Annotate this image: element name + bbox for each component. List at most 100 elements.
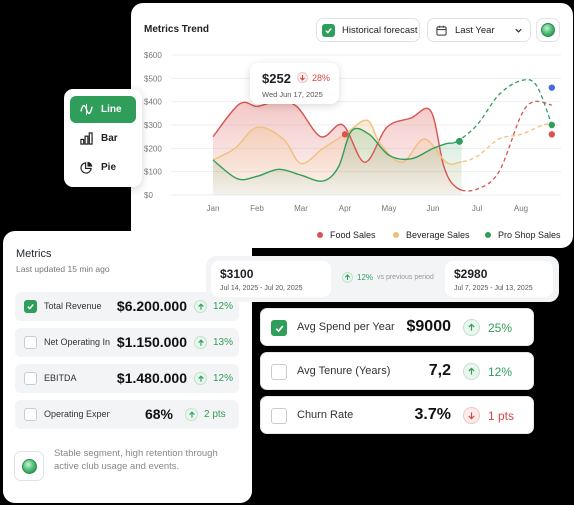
chart-type-line[interactable]: Line (70, 96, 136, 123)
kpi-label: Avg Tenure (Years) (297, 365, 391, 377)
orb-icon (541, 23, 555, 37)
metric-row-net-operating-income[interactable]: Net Operating Income $1.150.000 13% (15, 328, 239, 357)
metric-value: $1.150.000 (116, 334, 187, 350)
y-tick-label: $400 (144, 98, 162, 107)
kpi-change-value: 12% (488, 364, 513, 379)
insight-note: Stable segment, high retention through a… (54, 448, 218, 472)
period-change-value: 12% (357, 273, 374, 282)
historical-forecast-toggle[interactable]: Historical forecast (316, 18, 420, 42)
x-tick-label: Mar (294, 204, 308, 213)
metric-row-operating-expense-ratio[interactable]: Operating Expense Ratio 68% 2 pts (15, 400, 239, 429)
chart-title: Metrics Trend (144, 24, 210, 35)
y-tick-label: $300 (144, 121, 162, 130)
kpi-label: Avg Spend per Year (297, 321, 395, 333)
kpi-label: Churn Rate (297, 409, 354, 421)
arrow-down-icon (463, 407, 480, 424)
y-tick-label: $500 (144, 74, 162, 83)
legend-label: Food Sales (330, 230, 376, 240)
kpi-change-value: 1 pts (488, 408, 515, 423)
arrow-up-icon (194, 300, 207, 313)
period-change: 12% vs previous period (342, 272, 434, 283)
chevron-down-icon (515, 28, 522, 33)
series-area (213, 128, 462, 195)
kpi-change: 12% (463, 363, 512, 380)
metrics-title: Metrics (16, 248, 52, 260)
forecast-end-marker (548, 84, 555, 91)
period-select-value: Last Year (455, 24, 495, 36)
metric-label: Total Revenue (44, 301, 102, 311)
arrow-up-icon (194, 336, 207, 349)
current-period-dates: Jul 14, 2025 - Jul 20, 2025 (220, 285, 303, 292)
legend-label: Beverage Sales (406, 230, 470, 240)
period-change-label: vs previous period (377, 274, 434, 281)
checkbox[interactable] (24, 336, 37, 349)
tooltip-value: $252 (262, 71, 291, 86)
x-tick-label: Jan (207, 204, 220, 213)
y-tick-label: $100 (144, 168, 162, 177)
metric-change-value: 12% (213, 373, 234, 384)
kpi-change: 1 pts (463, 407, 514, 424)
metric-change: 12% (194, 300, 233, 313)
x-tick-label: Feb (250, 204, 264, 213)
period-select[interactable]: Last Year (427, 18, 531, 42)
legend-dot (317, 232, 323, 238)
y-tick-label: $0 (144, 191, 153, 200)
kpi-value: 7,2 (428, 362, 451, 379)
metric-row-total-revenue[interactable]: Total Revenue $6.200.000 12% (15, 292, 239, 321)
series-forecast-line (461, 78, 553, 140)
kpi-value: $9000 (406, 318, 452, 335)
metric-label: Net Operating Income (44, 337, 110, 347)
checkbox-checked-icon (322, 23, 335, 37)
data-point-marker (341, 131, 349, 138)
metric-change: 12% (194, 372, 233, 385)
kpi-row-churn-rate[interactable]: Churn Rate 3.7% 1 pts (260, 396, 534, 434)
metric-row-ebitda[interactable]: EBITDA $1.480.000 12% (15, 364, 239, 393)
arrow-up-icon (463, 319, 480, 336)
metric-value: $6.200.000 (116, 298, 187, 314)
checkbox[interactable] (24, 372, 37, 385)
tooltip-change-value: 28% (312, 72, 331, 83)
checkbox[interactable] (271, 364, 287, 380)
historical-forecast-label: Historical forecast (342, 24, 418, 36)
chart-type-pie[interactable]: Pie (70, 154, 136, 181)
legend-food-sales: Food Sales (317, 230, 376, 240)
checkbox[interactable] (24, 408, 37, 421)
checkbox[interactable] (271, 408, 287, 424)
x-tick-label: Jun (427, 204, 440, 213)
metric-value: 68% (144, 406, 173, 422)
orb-icon (21, 458, 37, 474)
kpi-row-avg-tenure[interactable]: Avg Tenure (Years) 7,2 12% (260, 352, 534, 390)
metric-value: $1.480.000 (116, 370, 187, 386)
legend-pro-shop-sales: Pro Shop Sales (485, 230, 561, 240)
current-period-value: $3100 (220, 267, 254, 281)
metric-change: 2 pts (185, 408, 226, 421)
previous-period-card[interactable]: $2980 Jul 7, 2025 - Jul 13, 2025 (445, 261, 553, 297)
chart-type-bar[interactable]: Bar (70, 125, 136, 152)
legend-beverage-sales: Beverage Sales (393, 230, 470, 240)
series-forecast-line (461, 123, 552, 163)
legend-dot (393, 232, 399, 238)
kpi-row-avg-spend[interactable]: Avg Spend per Year $9000 25% (260, 308, 534, 346)
period-comparison: $3100 Jul 14, 2025 - Jul 20, 2025 12% vs… (206, 256, 559, 302)
chart-settings-button[interactable] (536, 18, 560, 42)
checkbox-checked-icon[interactable] (271, 320, 287, 336)
current-period-card[interactable]: $3100 Jul 14, 2025 - Jul 20, 2025 (211, 261, 331, 297)
metric-label: EBITDA (44, 373, 77, 383)
calendar-icon (436, 25, 447, 36)
checkbox-checked-icon[interactable] (24, 300, 37, 313)
chart-type-menu: Line Bar Pie (64, 89, 142, 187)
tooltip-change: 28% (297, 72, 330, 83)
metrics-trend-card: $600 $500 $400 $300 $200 $100 $0 Jan Feb Mar Apr Ma… (131, 3, 573, 248)
pie-chart-icon (80, 161, 93, 174)
x-tick-label: Jul (472, 204, 482, 213)
chart-tooltip: $252 28% Wed Jun 17, 2025 (250, 63, 339, 104)
tooltip-date: Wed Jun 17, 2025 (262, 90, 323, 99)
legend-dot (485, 232, 491, 238)
arrow-up-icon (194, 372, 207, 385)
chart-type-label: Bar (101, 133, 118, 144)
x-tick-label: Apr (339, 204, 352, 213)
metric-change: 13% (194, 336, 233, 349)
bar-chart-icon (80, 132, 93, 145)
forecast-end-marker (548, 121, 555, 129)
insight-button[interactable] (14, 451, 44, 481)
